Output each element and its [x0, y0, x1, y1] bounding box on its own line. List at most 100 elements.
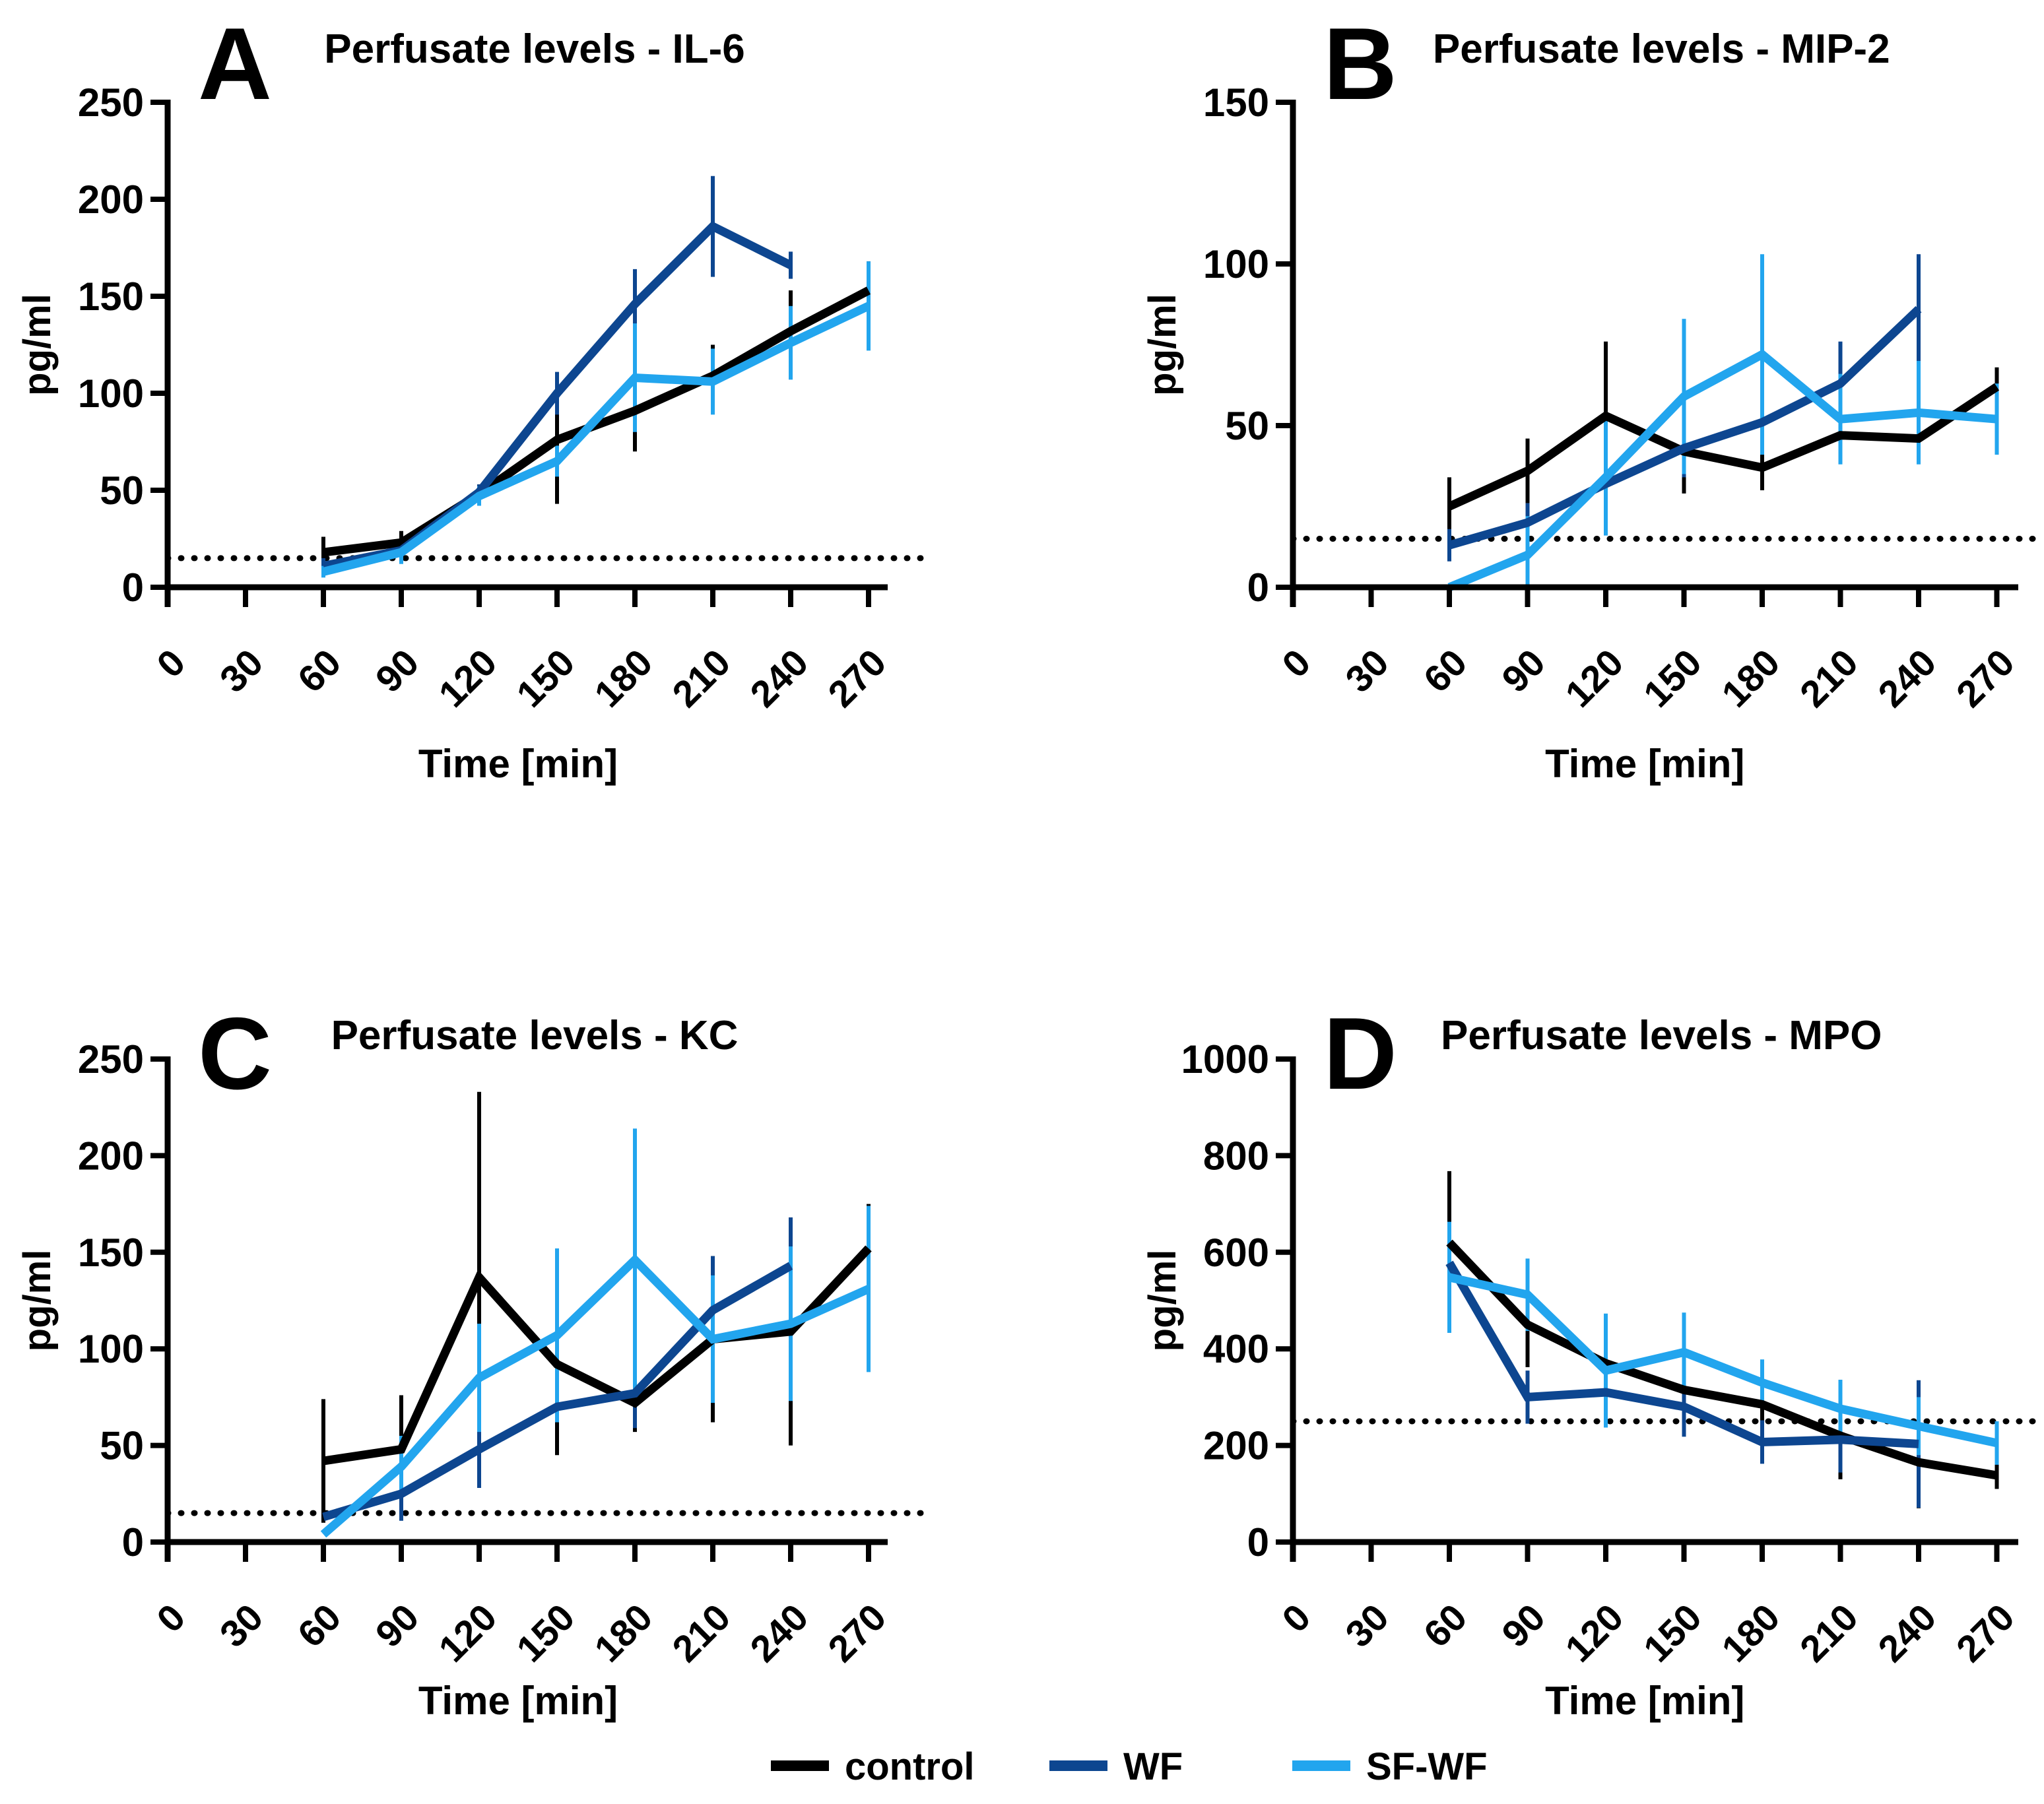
panel-C: 0 30 60 90 120 150 180 210 240 270050100150200250… — [16, 996, 927, 1723]
series-line-WF — [322, 221, 793, 571]
series-line-WF — [322, 1262, 793, 1522]
y-tick-label: 250 — [78, 1037, 144, 1081]
x-tick-label: 150 — [509, 1596, 583, 1671]
legend-label-SF-WF: SF-WF — [1366, 1745, 1488, 1788]
x-tick-label: 0 — [149, 641, 194, 686]
x-tick-label: 90 — [368, 1596, 427, 1656]
x-tick-label: 240 — [1870, 1596, 1945, 1671]
panel-letter: B — [1323, 7, 1397, 121]
x-axis-label: Time [min] — [418, 742, 618, 786]
x-tick-label: 210 — [665, 1596, 739, 1671]
x-tick-label: 210 — [1792, 641, 1866, 716]
y-tick-label: 100 — [78, 371, 144, 416]
x-tick-label: 150 — [1635, 1596, 1710, 1671]
x-tick-label: 270 — [1948, 1596, 2023, 1671]
x-tick-label: 180 — [587, 641, 661, 716]
panel-title: Perfusate levels - IL-6 — [324, 26, 745, 72]
y-tick-label: 150 — [78, 1231, 144, 1275]
x-tick-label: 180 — [1714, 1596, 1789, 1671]
x-tick-label: 30 — [212, 1596, 271, 1656]
panel-title: Perfusate levels - KC — [331, 1013, 739, 1058]
series-line-WF — [1448, 306, 1922, 550]
x-tick-label: 150 — [509, 641, 583, 716]
y-tick-label: 50 — [100, 1424, 144, 1468]
legend: control WF SF-WF — [771, 1745, 1488, 1788]
x-tick-label: 240 — [1870, 641, 1945, 716]
x-tick-label: 0 — [1274, 1596, 1319, 1641]
y-tick-label: 1000 — [1181, 1037, 1269, 1081]
series-errorbars-WF — [399, 1217, 793, 1521]
x-tick-label: 30 — [212, 641, 271, 701]
x-axis-label: Time [min] — [418, 1679, 618, 1723]
x-tick-label: 180 — [1714, 641, 1789, 716]
y-tick-label: 150 — [1203, 81, 1269, 125]
x-tick-label: 60 — [290, 1596, 349, 1656]
x-axis-label: Time [min] — [1545, 1679, 1744, 1723]
y-tick-label: 800 — [1203, 1134, 1269, 1178]
series-line-SF-WF — [1448, 1273, 1998, 1448]
y-tick-label: 50 — [1225, 404, 1269, 448]
x-tick-label: 180 — [587, 1596, 661, 1671]
y-tick-label: 0 — [122, 1520, 144, 1564]
x-tick-label: 120 — [1558, 641, 1632, 716]
panel-letter: A — [198, 7, 272, 121]
panel-A: 0 30 60 90 120 150 180 210 240 270050100150200250… — [16, 7, 927, 786]
x-tick-label: 270 — [820, 641, 895, 716]
x-tick-label: 60 — [1416, 641, 1475, 701]
y-tick-label: 600 — [1203, 1231, 1269, 1275]
y-tick-label: 0 — [1247, 565, 1269, 610]
y-tick-label: 200 — [78, 1134, 144, 1178]
series-line-SF-WF — [320, 1254, 871, 1538]
series-line-control — [1447, 383, 2000, 511]
x-tick-label: 120 — [1558, 1596, 1632, 1671]
x-tick-label: 240 — [742, 641, 817, 716]
y-tick-label: 50 — [100, 468, 144, 513]
series-line-control — [1446, 1239, 1998, 1480]
x-tick-label: 90 — [1494, 641, 1554, 701]
legend-label-WF: WF — [1123, 1745, 1183, 1788]
x-tick-label: 270 — [1948, 641, 2023, 716]
panel-letter: D — [1323, 996, 1397, 1111]
x-tick-label: 60 — [1416, 1596, 1475, 1656]
panel-title: Perfusate levels - MPO — [1441, 1013, 1882, 1058]
series-line-control — [323, 1245, 872, 1466]
series-line-WF — [1445, 1260, 1919, 1448]
y-tick-label: 0 — [122, 565, 144, 610]
panel-letter: C — [198, 996, 272, 1111]
x-tick-label: 0 — [1274, 641, 1319, 686]
x-tick-label: 210 — [665, 641, 739, 716]
x-tick-label: 0 — [149, 1596, 194, 1641]
series-line-SF-WF — [322, 302, 871, 576]
x-tick-label: 120 — [431, 1596, 506, 1671]
panel-title: Perfusate levels - MIP-2 — [1433, 26, 1890, 72]
x-tick-label: 30 — [1338, 1596, 1397, 1656]
x-tick-label: 150 — [1635, 641, 1710, 716]
y-tick-label: 200 — [78, 177, 144, 222]
x-tick-label: 60 — [290, 641, 349, 701]
y-tick-label: 0 — [1247, 1520, 1269, 1564]
y-tick-label: 100 — [78, 1327, 144, 1371]
y-axis-label: pg/ml — [16, 294, 59, 396]
y-tick-label: 100 — [1203, 242, 1269, 286]
x-tick-label: 90 — [1494, 1596, 1554, 1656]
panel-D: 0 30 60 90 120 150 180 210 240 270 0 200 400 600 800 10… — [1141, 996, 2039, 1723]
legend-label-control: control — [845, 1745, 975, 1788]
y-axis-label: pg/ml — [1141, 294, 1184, 396]
x-tick-label: 270 — [820, 1596, 895, 1671]
series-errorbars-SF-WF — [399, 1128, 871, 1498]
y-tick-label: 200 — [1203, 1424, 1269, 1468]
y-tick-label: 150 — [78, 274, 144, 319]
x-tick-label: 90 — [368, 641, 427, 701]
x-tick-label: 30 — [1338, 641, 1397, 701]
y-axis-label: pg/ml — [16, 1250, 59, 1352]
y-tick-label: 250 — [78, 81, 144, 125]
x-axis-label: Time [min] — [1545, 742, 1744, 786]
x-tick-label: 240 — [742, 1596, 817, 1671]
y-tick-label: 400 — [1203, 1327, 1269, 1371]
x-tick-label: 210 — [1792, 1596, 1866, 1671]
y-axis-label: pg/ml — [1141, 1250, 1184, 1352]
